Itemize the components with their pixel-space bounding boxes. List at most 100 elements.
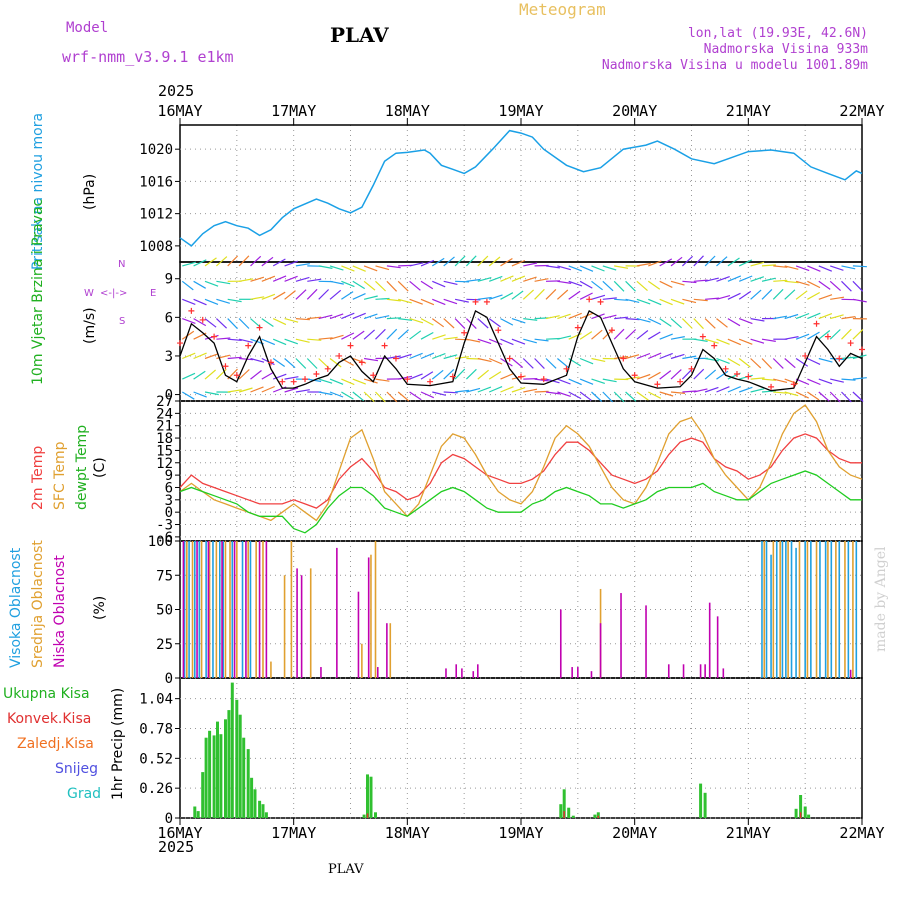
wind-arrow — [807, 280, 821, 289]
wind-arrow — [784, 289, 796, 300]
wind-arrow — [614, 265, 629, 269]
wind-arrow — [318, 337, 333, 340]
wind-arrow — [522, 289, 535, 300]
wind-arrow — [318, 378, 333, 384]
wind-arrow — [375, 315, 390, 320]
wind-arrow — [738, 290, 752, 300]
wind-arrow — [659, 352, 673, 360]
wind-arrow — [488, 386, 503, 393]
wind-arrow — [272, 358, 286, 367]
wind-arrow — [773, 315, 788, 320]
wind-arrow — [557, 280, 572, 284]
wind-arrow — [807, 291, 820, 300]
wind-arrow — [420, 391, 435, 399]
precip-bar — [807, 814, 811, 818]
wind-arrow — [216, 354, 231, 360]
legend-freezing-rain: Zaledj.Kisa — [17, 736, 94, 752]
wind-arrow — [409, 373, 423, 380]
wind-gust-mark — [177, 340, 183, 347]
wind-arrow — [659, 280, 673, 288]
wind-arrow — [738, 318, 753, 325]
wind-arrow — [352, 330, 365, 340]
wind-arrow — [477, 296, 492, 300]
wind-arrow — [432, 334, 446, 340]
y-tick-label: 1016 — [139, 174, 173, 190]
compass-east: E — [150, 288, 157, 299]
wind-arrow — [557, 289, 569, 300]
wind-arrow — [238, 338, 253, 343]
wind-gust-mark — [802, 352, 809, 359]
wind-arrow — [795, 378, 810, 386]
wind-arrow — [443, 318, 455, 329]
wind-arrow — [557, 313, 571, 320]
y-tick-label: 0 — [165, 505, 173, 521]
wind-gust-mark — [563, 365, 570, 372]
wind-arrow — [818, 357, 833, 363]
wind-arrow — [773, 279, 788, 282]
wind-arrow — [727, 318, 741, 327]
wind-arrow — [250, 386, 264, 393]
wind-arrow — [409, 262, 424, 267]
wind-arrow — [716, 295, 731, 300]
precip-bar — [238, 714, 242, 818]
wind-arrow — [397, 391, 410, 402]
wind-arrow — [807, 391, 820, 401]
wind-arrow — [738, 338, 753, 345]
wind-arrow — [284, 387, 299, 393]
precip-bar — [597, 815, 599, 818]
wind-arrow — [784, 391, 799, 397]
wind-arrow — [511, 318, 526, 324]
wind-arrow — [716, 357, 730, 364]
wind-arrow — [341, 291, 354, 300]
year-bottom: 2025 — [158, 838, 195, 856]
wind-arrow — [818, 265, 833, 272]
wind-gust-mark — [847, 340, 854, 347]
wind-arrow — [272, 258, 286, 267]
wind-arrow — [739, 374, 753, 380]
wind-arrow — [625, 318, 640, 321]
wind-arrow — [455, 389, 470, 393]
wind-gust-mark — [461, 329, 468, 336]
wind-arrow — [841, 316, 856, 320]
wind-arrow — [716, 338, 730, 345]
wind-arrow — [295, 276, 310, 282]
precip-bar — [224, 719, 227, 818]
precip-bar — [261, 804, 265, 818]
wind-arrow — [250, 370, 262, 380]
wind-arrow — [534, 338, 549, 342]
wind-arrow — [716, 256, 728, 267]
y-tick-label: 75 — [156, 568, 173, 584]
wind-gust-mark — [324, 365, 331, 372]
wind-arrow — [352, 312, 366, 320]
wind-gust-mark — [631, 372, 638, 379]
wind-arrow — [772, 358, 784, 369]
wind-gust-mark — [358, 359, 365, 366]
wind-arrow — [307, 316, 322, 320]
station-title: PLAV — [330, 23, 389, 47]
wind-arrow — [693, 368, 705, 380]
footer-station: PLAV — [328, 862, 364, 877]
precip-bar — [362, 814, 366, 818]
wind-arrow — [477, 255, 489, 267]
wind-arrow — [454, 318, 466, 330]
wind-arrow — [784, 358, 796, 369]
year-top: 2025 — [158, 82, 195, 100]
wind-gust-mark — [722, 365, 729, 372]
wind-arrow — [568, 312, 582, 320]
wind-arrow — [557, 335, 572, 340]
wind-arrow — [386, 317, 401, 320]
wind-arrow — [477, 369, 489, 380]
wind-arrow — [625, 329, 637, 340]
wind-arrow — [181, 391, 195, 400]
wind-arrow — [761, 288, 773, 300]
x-tick-label-bottom: 22MAY — [839, 824, 884, 842]
wind-arrow — [363, 280, 376, 291]
wind-arrow — [659, 370, 672, 380]
y-tick-label: 6 — [165, 480, 173, 496]
wind-arrow — [204, 257, 217, 267]
wind-arrow — [465, 368, 477, 380]
wind-arrow — [795, 312, 810, 320]
wind-arrow — [295, 263, 310, 267]
wind-arrow — [238, 387, 253, 393]
wind-arrow — [818, 280, 831, 290]
